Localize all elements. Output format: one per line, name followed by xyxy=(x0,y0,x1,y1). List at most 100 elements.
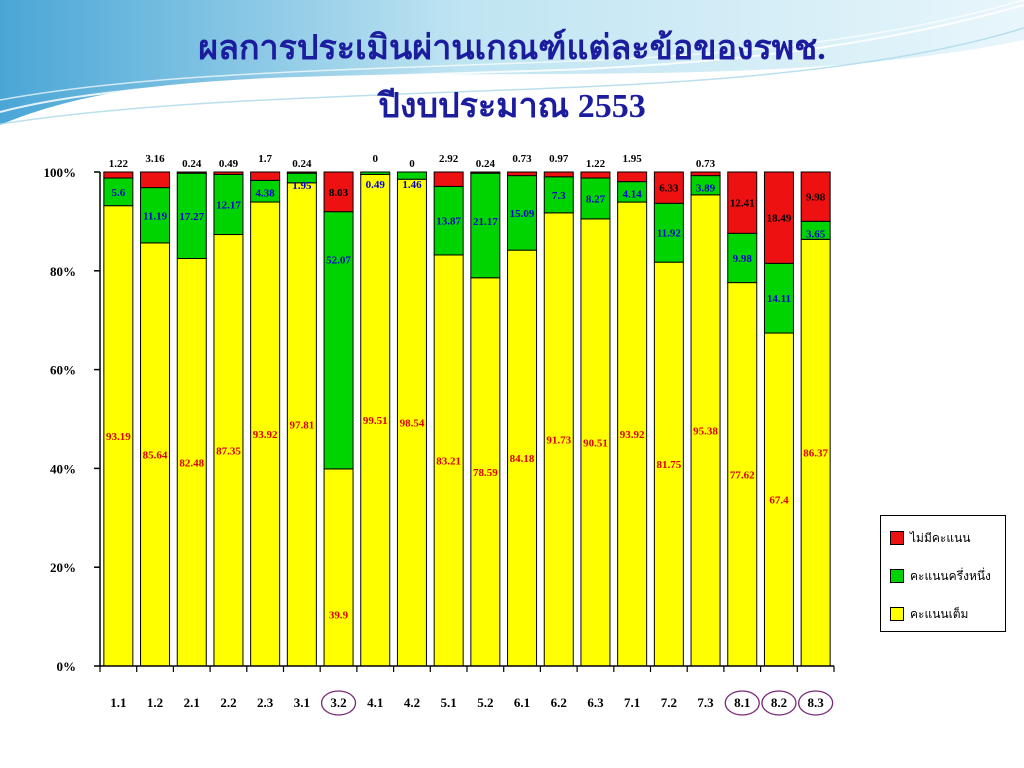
data-label-half: 52.07 xyxy=(326,255,351,267)
data-label-half: 7.3 xyxy=(552,190,566,202)
x-tick-label: 1.1 xyxy=(110,695,126,710)
data-label-half: 8.27 xyxy=(586,193,606,205)
bar-half xyxy=(213,173,244,236)
bar-full xyxy=(617,201,648,667)
x-tick-label: 4.2 xyxy=(404,695,420,710)
y-tick-label: 60% xyxy=(50,363,76,378)
data-label-none: 1.22 xyxy=(586,158,606,170)
x-tick-label: 2.2 xyxy=(220,695,236,710)
data-label-half: 3.89 xyxy=(696,183,716,195)
data-label-half: 14.11 xyxy=(767,293,791,305)
data-label-full: 82.48 xyxy=(179,457,204,469)
y-axis: 0% 20% 40% 60% 80% 100% xyxy=(44,165,101,674)
data-label-none: 0.73 xyxy=(512,153,532,165)
bar-none xyxy=(250,171,281,181)
data-label-full: 98.54 xyxy=(400,418,425,430)
bar-half xyxy=(543,176,574,214)
bar-half xyxy=(140,187,171,244)
bar-none xyxy=(727,171,758,234)
bar-half xyxy=(470,172,501,279)
bar-full xyxy=(507,249,538,667)
legend-swatch-green xyxy=(890,569,904,583)
bar-half xyxy=(103,177,134,207)
legend-swatch-red xyxy=(890,531,904,545)
y-tick-label: 40% xyxy=(50,461,76,476)
x-tick-label: 5.2 xyxy=(477,695,493,710)
y-tick-label: 80% xyxy=(50,264,76,279)
y-tick-label: 100% xyxy=(44,165,77,180)
bar-half xyxy=(360,171,391,175)
data-label-half: 3.65 xyxy=(806,228,826,240)
category-circle xyxy=(320,690,357,716)
legend: ไม่มีคะแนน คะแนนครึ่งหนึ่ง คะแนนเต็ม xyxy=(880,515,1006,632)
data-label-half: 1.46 xyxy=(402,179,422,191)
category-circle xyxy=(724,690,760,716)
bar-none xyxy=(103,171,134,179)
data-label-full: 39.9 xyxy=(329,610,349,622)
bar-full xyxy=(323,468,354,667)
bar-full xyxy=(653,261,684,667)
data-label-half: 12.17 xyxy=(216,199,241,211)
legend-label-none: ไม่มีคะแนน xyxy=(910,530,971,545)
x-tick-label: 4.1 xyxy=(367,695,383,710)
x-tick-label: 3.2 xyxy=(330,695,346,710)
x-tick-label: 6.2 xyxy=(551,695,567,710)
bar-none xyxy=(323,171,354,213)
data-label-full: 93.92 xyxy=(620,429,645,441)
bar-full xyxy=(250,201,281,667)
bar-full xyxy=(470,277,501,667)
y-tick-label: 20% xyxy=(50,560,76,575)
bar-half xyxy=(763,262,794,334)
bar-full xyxy=(396,178,427,667)
data-label-none: 0.24 xyxy=(182,158,202,170)
data-label-none: 0.97 xyxy=(549,153,569,165)
x-tick-label: 2.1 xyxy=(184,695,200,710)
x-tick-label: 8.1 xyxy=(734,695,750,710)
data-label-half: 21.17 xyxy=(473,216,498,228)
bar-none xyxy=(653,171,684,204)
data-label-none: 1.95 xyxy=(623,153,643,165)
x-tick-label: 3.1 xyxy=(294,695,310,710)
data-label-full: 90.51 xyxy=(583,437,608,449)
data-label-full: 93.19 xyxy=(106,431,131,443)
data-label-none: 1.7 xyxy=(258,153,272,165)
data-label-none: 9.98 xyxy=(806,192,826,204)
data-label-full: 77.62 xyxy=(730,469,755,481)
data-label-none: 2.92 xyxy=(439,153,459,165)
bar-half xyxy=(727,232,758,284)
data-label-none: 0.49 xyxy=(219,158,239,170)
bar-full xyxy=(140,242,171,667)
data-label-half: 17.27 xyxy=(179,211,204,223)
x-tick-label: 2.3 xyxy=(257,695,274,710)
chart-subtitle: ปีงบประมาณ 2553 xyxy=(378,88,646,125)
data-label-none: 3.16 xyxy=(145,153,165,165)
data-label-half: 9.98 xyxy=(733,253,753,265)
bar-full xyxy=(286,182,317,667)
bar-half xyxy=(323,211,354,470)
data-label-none: 18.49 xyxy=(767,213,792,225)
data-label-none: 8.03 xyxy=(329,187,349,199)
chart-title: ผลการประเมินผ่านเกณฑ์แต่ละข้อของรพช. xyxy=(198,30,826,67)
data-label-none: 0.24 xyxy=(292,158,312,170)
bar-none xyxy=(286,171,317,174)
data-label-full: 67.4 xyxy=(769,495,789,507)
x-tick-label: 7.1 xyxy=(624,695,640,710)
bar-full xyxy=(727,282,758,667)
bar-none xyxy=(580,171,611,179)
data-label-half: 11.19 xyxy=(143,210,168,222)
x-tick-label: 7.2 xyxy=(661,695,677,710)
x-axis: 1.1 1.2 2.1 2.2 2.3 3.1 3.2 4.1 4.2 5.1 5.2 6.1 6.2 6… xyxy=(99,665,835,716)
bar-none xyxy=(140,171,171,189)
data-label-half: 1.95 xyxy=(292,180,312,192)
bar-none xyxy=(800,171,831,222)
bar-none xyxy=(617,171,648,183)
bar-none xyxy=(690,171,721,177)
bar-full xyxy=(800,238,831,667)
bar-full xyxy=(360,173,391,667)
bar-none xyxy=(470,171,501,174)
data-label-half: 5.6 xyxy=(111,187,125,199)
data-label-half: 0.49 xyxy=(366,179,386,191)
bar-none xyxy=(176,171,207,174)
